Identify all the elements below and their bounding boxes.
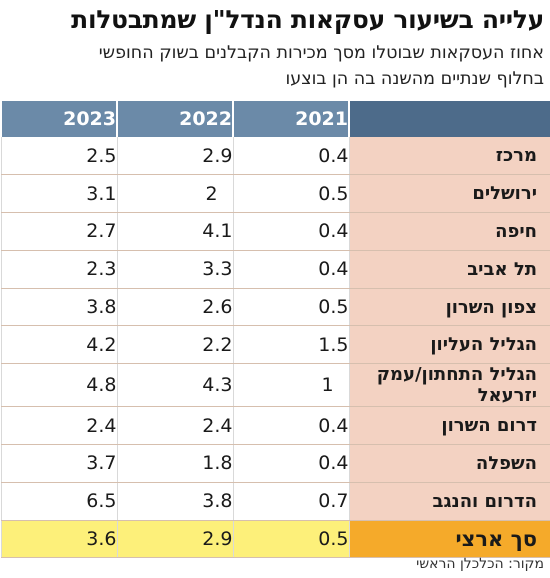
value-2021-cell: 0.4 xyxy=(232,444,349,483)
region-cell: צפון השרון xyxy=(348,288,550,327)
value-2022-cell: 2 xyxy=(116,174,233,214)
value-2022-cell: 4.3 xyxy=(116,363,233,408)
table-row: השפלה 0.4 1.8 3.7 xyxy=(0,444,550,483)
region-cell: סך ארצי xyxy=(348,520,550,558)
chart-subtitle-line-1: אחוז העסקאות שבוטלו מסך מכירות הקבלנים ב… xyxy=(98,43,544,63)
value-2021-cell: 1.5 xyxy=(232,325,349,365)
source-note: מקור: הכלכלן הראשי xyxy=(416,556,544,572)
table-header-row: 2021 2022 2023 xyxy=(0,101,550,137)
value-2022-cell: 2.6 xyxy=(116,288,233,327)
column-header-2021: 2021 xyxy=(232,101,349,137)
value-2023-cell: 3.8 xyxy=(0,288,117,327)
total-row: סך ארצי 0.5 2.9 3.6 xyxy=(0,520,550,558)
region-cell: ירושלים xyxy=(348,174,550,214)
value-2021-cell: 0.4 xyxy=(232,250,349,289)
table-row: תל אביב 0.4 3.3 2.3 xyxy=(0,250,550,289)
value-2021-cell: 0.4 xyxy=(232,137,349,176)
data-table: 2021 2022 2023 מרכז 0.4 2.9 2.5 ירושלים 0.5 2 3… xyxy=(0,101,550,558)
column-header-2023: 2023 xyxy=(0,101,117,137)
value-2021-cell: 1 xyxy=(232,363,349,408)
value-2023-cell: 2.4 xyxy=(0,406,117,446)
table-row: חיפה 0.4 4.1 2.7 xyxy=(0,212,550,251)
value-2021-cell: 0.7 xyxy=(232,482,349,521)
region-cell: השפלה xyxy=(348,444,550,483)
value-2023-cell: 3.1 xyxy=(0,174,117,214)
region-cell: הגליל התחתון/עמק יזרעאל xyxy=(348,363,550,408)
region-cell: הדרום והנגב xyxy=(348,482,550,521)
chart-title: עלייה בשיעור עסקאות הנדל"ן שמתבטלות xyxy=(71,5,544,34)
value-2023-cell: 2.7 xyxy=(0,212,117,251)
table-row: הדרום והנגב 0.7 3.8 6.5 xyxy=(0,482,550,521)
table-row: הגליל העליון 1.5 2.2 4.2 xyxy=(0,325,550,365)
table-row: צפון השרון 0.5 2.6 3.8 xyxy=(0,288,550,327)
table-row: מרכז 0.4 2.9 2.5 xyxy=(0,137,550,176)
value-2023-cell: 3.6 xyxy=(0,520,117,558)
value-2023-cell: 4.2 xyxy=(0,325,117,365)
region-cell: תל אביב xyxy=(348,250,550,289)
table-row: הגליל התחתון/עמק יזרעאל 1 4.3 4.8 xyxy=(0,363,550,408)
value-2021-cell: 0.5 xyxy=(232,174,349,214)
table-row: דרום השרון 0.4 2.4 2.4 xyxy=(0,406,550,446)
value-2022-cell: 2.2 xyxy=(116,325,233,365)
value-2022-cell: 3.8 xyxy=(116,482,233,521)
value-2021-cell: 0.5 xyxy=(232,288,349,327)
value-2023-cell: 2.5 xyxy=(0,137,117,176)
region-cell: דרום השרון xyxy=(348,406,550,446)
value-2022-cell: 4.1 xyxy=(116,212,233,251)
value-2021-cell: 0.4 xyxy=(232,212,349,251)
region-cell: חיפה xyxy=(348,212,550,251)
value-2022-cell: 2.9 xyxy=(116,520,233,558)
value-2021-cell: 0.4 xyxy=(232,406,349,446)
value-2023-cell: 4.8 xyxy=(0,363,117,408)
column-header-2022: 2022 xyxy=(116,101,233,137)
value-2022-cell: 1.8 xyxy=(116,444,233,483)
column-header-region xyxy=(348,101,550,137)
region-cell: הגליל העליון xyxy=(348,325,550,365)
table-body: מרכז 0.4 2.9 2.5 ירושלים 0.5 2 3.1 חיפה 0.4 4.1 2.7… xyxy=(0,137,550,558)
value-2021-cell: 0.5 xyxy=(232,520,349,558)
value-2023-cell: 2.3 xyxy=(0,250,117,289)
table-row: ירושלים 0.5 2 3.1 xyxy=(0,174,550,214)
value-2022-cell: 3.3 xyxy=(116,250,233,289)
value-2022-cell: 2.4 xyxy=(116,406,233,446)
value-2022-cell: 2.9 xyxy=(116,137,233,176)
value-2023-cell: 6.5 xyxy=(0,482,117,521)
value-2023-cell: 3.7 xyxy=(0,444,117,483)
chart-subtitle-line-2: בחלוף שנתיים מהשנה בה הן בוצעו xyxy=(285,69,544,89)
region-cell: מרכז xyxy=(348,137,550,176)
